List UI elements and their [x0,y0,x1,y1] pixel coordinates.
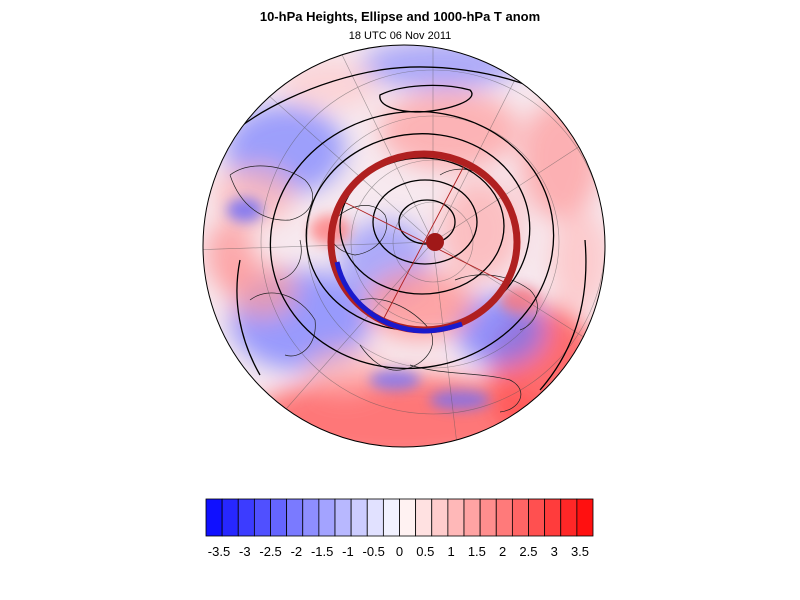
colorbar-tick-label: -2.5 [259,544,281,559]
figure-subtitle: 18 UTC 06 Nov 2011 [348,30,452,42]
colorbar-tick-label: -1.5 [311,544,333,559]
colorbar-box [415,498,433,537]
colorbar-box [318,498,336,537]
colorbar-tick-label: 3 [551,544,558,559]
colorbar-box [221,498,239,537]
colorbar-box [286,498,304,537]
colorbar-labels: -3.5 -3 -2.5 -2 -1.5 -1 -0.5 0 0.5 1 1.5 2 2.5 3 3.5 [208,544,589,559]
colorbar-box [528,498,546,537]
colorbar-box [479,498,497,537]
colorbar-box [463,498,481,537]
colorbar-tick-label: 2.5 [519,544,537,559]
colorbar-box [495,498,513,537]
colorbar-box [237,498,255,537]
colorbar-box [302,498,320,537]
colorbar-tick-label: -2 [291,544,303,559]
colorbar-tick-label: -0.5 [363,544,385,559]
colorbar-box [560,498,578,537]
colorbar-tick-label: 0 [396,544,403,559]
map-border [202,44,606,448]
colorbar-box [544,498,562,537]
polar-vortex-ellipse [327,150,521,334]
colorbar-box [270,498,288,537]
colorbar-box [511,498,529,537]
colorbar-box [253,498,271,537]
colorbar-boxes [205,498,594,537]
colorbar-tick-label: -3 [239,544,251,559]
colorbar-tick-label: 1 [447,544,454,559]
temperature-anomaly-field [205,45,605,447]
colorbar-tick-label: 3.5 [571,544,589,559]
colorbar-box [447,498,465,537]
coastlines [229,165,538,413]
colorbar-box [399,498,417,537]
colorbar-box [431,498,449,537]
colorbar-box [205,498,223,537]
colorbar-tick-label: 2 [499,544,506,559]
colorbar-box [366,498,384,537]
colorbar-tick-label: 0.5 [416,544,434,559]
colorbar-tick-label: -3.5 [208,544,230,559]
colorbar-tick-label: 1.5 [468,544,486,559]
figure-title: 10-hPa Heights, Ellipse and 1000-hPa T a… [259,9,541,24]
colorbar-box [350,498,368,537]
colorbar-box [334,498,352,537]
colorbar-box [576,498,594,537]
colorbar-box [382,498,400,537]
colorbar-tick-label: -1 [342,544,354,559]
